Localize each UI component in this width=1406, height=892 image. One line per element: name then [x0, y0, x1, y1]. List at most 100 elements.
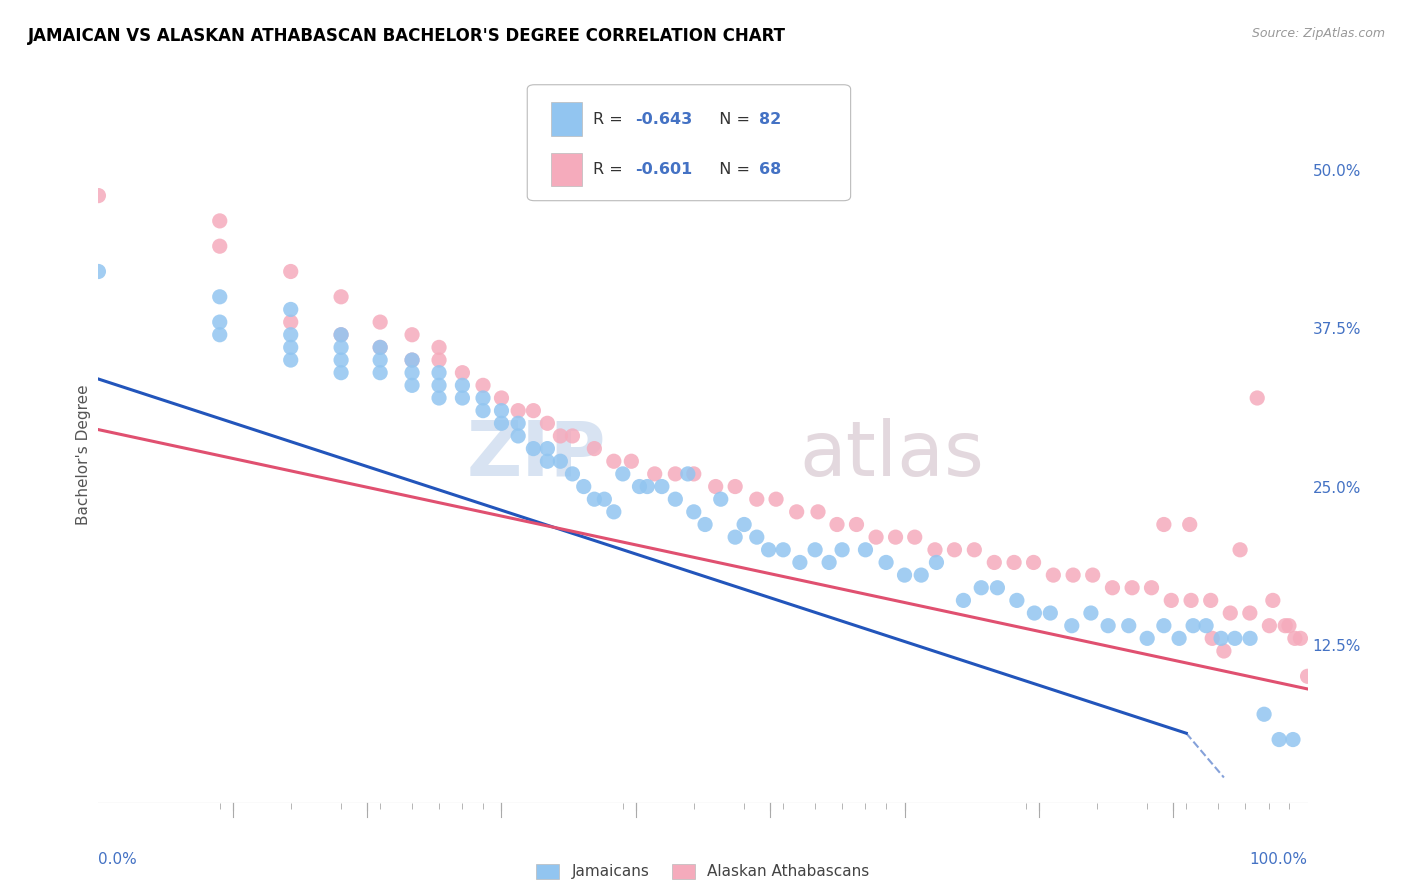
Point: [884, 530, 907, 544]
Text: R =: R =: [593, 162, 628, 177]
Point: [330, 353, 353, 368]
Text: 82: 82: [759, 112, 782, 127]
Point: [491, 391, 513, 405]
Point: [536, 442, 558, 456]
Point: [1278, 618, 1301, 632]
Point: [427, 340, 450, 354]
Point: [401, 378, 423, 392]
Point: [491, 417, 513, 431]
Point: [825, 517, 848, 532]
Point: [1118, 618, 1140, 632]
Point: [603, 505, 626, 519]
Point: [280, 302, 302, 317]
Point: [1153, 517, 1175, 532]
Point: [330, 366, 353, 380]
Point: [963, 542, 986, 557]
Point: [550, 454, 572, 468]
Point: [1253, 707, 1275, 722]
Point: [925, 556, 948, 570]
Point: [280, 353, 302, 368]
Point: [676, 467, 699, 481]
Point: [508, 403, 530, 417]
Point: [330, 290, 353, 304]
Point: [986, 581, 1008, 595]
Point: [1195, 618, 1218, 632]
Text: 68: 68: [759, 162, 782, 177]
Point: [472, 391, 495, 405]
Point: [818, 556, 841, 570]
Point: [1081, 568, 1104, 582]
Point: [280, 340, 302, 354]
Point: [855, 542, 877, 557]
Point: [983, 556, 1005, 570]
Point: [1219, 606, 1241, 620]
Point: [1140, 581, 1163, 595]
Point: [758, 542, 780, 557]
Point: [401, 327, 423, 342]
Text: R =: R =: [593, 112, 628, 127]
Point: [583, 442, 606, 456]
Point: [831, 542, 853, 557]
Point: [1282, 732, 1305, 747]
Point: [1168, 632, 1191, 646]
Point: [561, 467, 583, 481]
Point: [1022, 556, 1045, 570]
Text: Source: ZipAtlas.com: Source: ZipAtlas.com: [1251, 27, 1385, 40]
Point: [1039, 606, 1062, 620]
Point: [1239, 632, 1261, 646]
Point: [451, 391, 474, 405]
Point: [427, 391, 450, 405]
Point: [1268, 732, 1291, 747]
Point: [583, 492, 606, 507]
Point: [1062, 568, 1084, 582]
Point: [451, 378, 474, 392]
Point: [368, 340, 391, 354]
Point: [1160, 593, 1182, 607]
Legend: Jamaicans, Alaskan Athabascans: Jamaicans, Alaskan Athabascans: [530, 857, 876, 886]
Point: [1024, 606, 1046, 620]
Text: -0.643: -0.643: [636, 112, 693, 127]
Point: [804, 542, 827, 557]
Point: [745, 530, 768, 544]
Point: [807, 505, 830, 519]
Point: [427, 378, 450, 392]
Point: [368, 366, 391, 380]
Point: [1274, 618, 1296, 632]
Point: [536, 417, 558, 431]
Point: [1201, 632, 1223, 646]
Point: [789, 556, 811, 570]
Point: [1180, 593, 1202, 607]
Point: [1002, 556, 1025, 570]
Point: [603, 454, 626, 468]
Point: [772, 542, 794, 557]
Text: 100.0%: 100.0%: [1250, 852, 1308, 866]
Point: [612, 467, 634, 481]
Text: N =: N =: [709, 112, 755, 127]
Point: [765, 492, 787, 507]
Point: [280, 264, 302, 278]
Point: [1121, 581, 1143, 595]
Point: [875, 556, 897, 570]
Point: [522, 442, 544, 456]
Point: [280, 327, 302, 342]
Point: [620, 454, 643, 468]
Point: [280, 315, 302, 329]
Point: [1246, 391, 1268, 405]
Point: [368, 340, 391, 354]
Point: [1296, 669, 1319, 683]
Point: [401, 353, 423, 368]
Point: [904, 530, 927, 544]
Point: [491, 403, 513, 417]
Point: [1136, 632, 1159, 646]
Point: [1289, 632, 1312, 646]
Point: [710, 492, 733, 507]
Point: [1097, 618, 1119, 632]
Point: [943, 542, 966, 557]
Point: [1060, 618, 1083, 632]
Point: [693, 517, 716, 532]
Point: [522, 403, 544, 417]
Point: [1229, 542, 1251, 557]
Text: JAMAICAN VS ALASKAN ATHABASCAN BACHELOR'S DEGREE CORRELATION CHART: JAMAICAN VS ALASKAN ATHABASCAN BACHELOR'…: [28, 27, 786, 45]
Point: [910, 568, 932, 582]
Text: atlas: atlas: [800, 418, 984, 491]
